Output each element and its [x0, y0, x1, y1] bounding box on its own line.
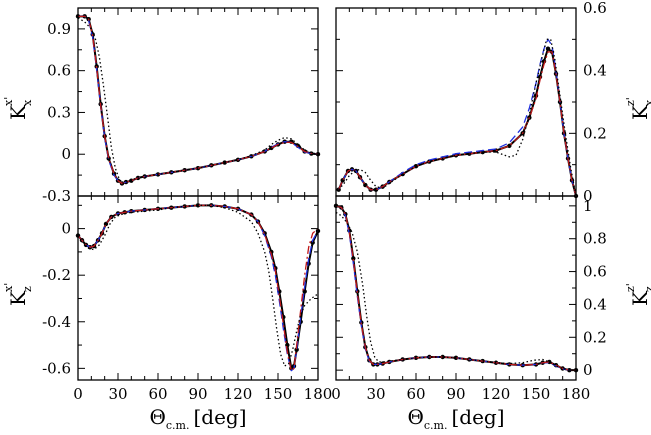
series-line-dashdot — [78, 15, 318, 185]
series-line-solid — [337, 47, 576, 196]
y-tick-label: 0 — [583, 187, 593, 205]
x-tick-label: 30 — [366, 385, 385, 403]
y-tick-label: -0.6 — [42, 359, 71, 377]
x-tick-label: 60 — [406, 385, 425, 403]
y-tick-label: 0.8 — [583, 230, 607, 248]
y-tick-label: 1 — [583, 197, 593, 215]
y-axis-label-main: K — [6, 104, 30, 120]
y-tick-label: 0.6 — [47, 62, 71, 80]
data-point — [294, 347, 299, 352]
x-axis-label-unit: [deg] — [451, 405, 504, 429]
y-axis-label: Kx z' — [624, 97, 651, 120]
y-tick-label: -0.4 — [42, 313, 71, 331]
y-axis-label: Kz x' — [2, 283, 34, 306]
data-point — [545, 46, 551, 51]
series-line-solid — [78, 204, 318, 370]
plot-frame — [335, 195, 577, 381]
y-axis-label-sup: x' — [2, 97, 15, 106]
x-tick-label: 90 — [446, 385, 465, 403]
y-tick-label: 0.4 — [583, 295, 607, 313]
y-tick-label: 0 — [61, 145, 71, 163]
x-tick-label: 180 — [562, 385, 591, 403]
y-tick-label: 0.2 — [583, 124, 607, 142]
panel-1: -0.3 0 0.3 0.6 0.9 Kx x' — [2, 7, 321, 205]
x-tick-label: 30 — [108, 385, 127, 403]
x-tick-label: 0 — [73, 385, 83, 403]
x-tick-label: 90 — [188, 385, 207, 403]
y-tick-label: 0.3 — [47, 103, 71, 121]
x-tick-label: 0 — [331, 385, 341, 403]
x-tick-label: 120 — [224, 385, 253, 403]
panel-2: 0 0.2 0.4 0.6 Kx z' — [335, 0, 651, 205]
y-tick-label: 0.6 — [583, 0, 607, 17]
y-axis-label-sup: z' — [624, 97, 637, 106]
series-line-dashdot — [336, 205, 576, 371]
x-tick-label: 180 — [304, 385, 333, 403]
series-line-dashdot — [78, 204, 318, 372]
x-tick-label: 150 — [522, 385, 551, 403]
x-axis-label-sub: c.m. — [166, 419, 190, 432]
y-tick-label: 0.6 — [583, 263, 607, 281]
series-line-dotted — [338, 38, 576, 196]
data-point — [440, 354, 445, 360]
y-axis-label-sub: z — [21, 286, 34, 292]
y-axis-label-sup: z' — [624, 283, 637, 292]
data-point — [427, 354, 432, 360]
series-line-dashed — [78, 204, 318, 372]
series-line-dashed — [338, 38, 576, 196]
series-line-dotted — [336, 211, 576, 371]
plot-frame — [335, 7, 577, 197]
y-axis-label-sup: x' — [2, 283, 15, 292]
y-axis-label-main: K — [628, 104, 651, 120]
y-axis-label-main: K — [628, 290, 651, 306]
y-axis-label: Kz z' — [624, 283, 651, 306]
x-axis-label-main: Θ — [407, 405, 423, 429]
y-tick-label: 0 — [61, 220, 71, 238]
series-line-dashed — [78, 15, 318, 185]
x-axis-label-sub: c.m. — [424, 419, 448, 432]
x-axis-label: Θc.m. [deg] — [407, 405, 504, 432]
series-line-dotted — [78, 17, 318, 185]
y-tick-label: -0.2 — [42, 266, 71, 284]
y-axis-label-sub: x — [643, 99, 651, 106]
y-tick-label: 0.9 — [47, 20, 71, 38]
y-axis-label: Kx x' — [2, 97, 34, 120]
series-line-dotted — [78, 204, 318, 367]
panel-3: -0.6 -0.4 -0.2 0 0 30 60 90 120 150 180 Kz x' Θc.m. [d… — [2, 195, 333, 432]
x-tick-label: 60 — [148, 385, 167, 403]
series-line-dashdot — [338, 51, 576, 196]
x-axis-label-main: Θ — [149, 405, 165, 429]
plot-frame — [77, 195, 319, 381]
y-tick-label: 0 — [583, 361, 593, 379]
x-axis-label-unit: [deg] — [193, 405, 246, 429]
x-tick-label: 120 — [482, 385, 511, 403]
data-point — [507, 143, 512, 149]
panel-4: 0 0.2 0.4 0.6 0.8 1 0 30 60 90 120 150 180 Kz z' Θc.m.[… — [331, 195, 651, 432]
y-tick-label: -0.3 — [42, 187, 71, 205]
data-point — [310, 240, 315, 245]
x-axis-label: Θc.m. [deg] — [149, 405, 246, 432]
y-tick-label: 0.2 — [583, 328, 607, 346]
y-axis-label-sub: z — [643, 286, 651, 292]
y-tick-label: 0.4 — [583, 62, 607, 80]
y-axis-label-sub: x — [21, 99, 34, 106]
data-point — [351, 256, 356, 261]
y-axis-label-main: K — [6, 290, 30, 306]
x-tick-label: 150 — [264, 385, 293, 403]
